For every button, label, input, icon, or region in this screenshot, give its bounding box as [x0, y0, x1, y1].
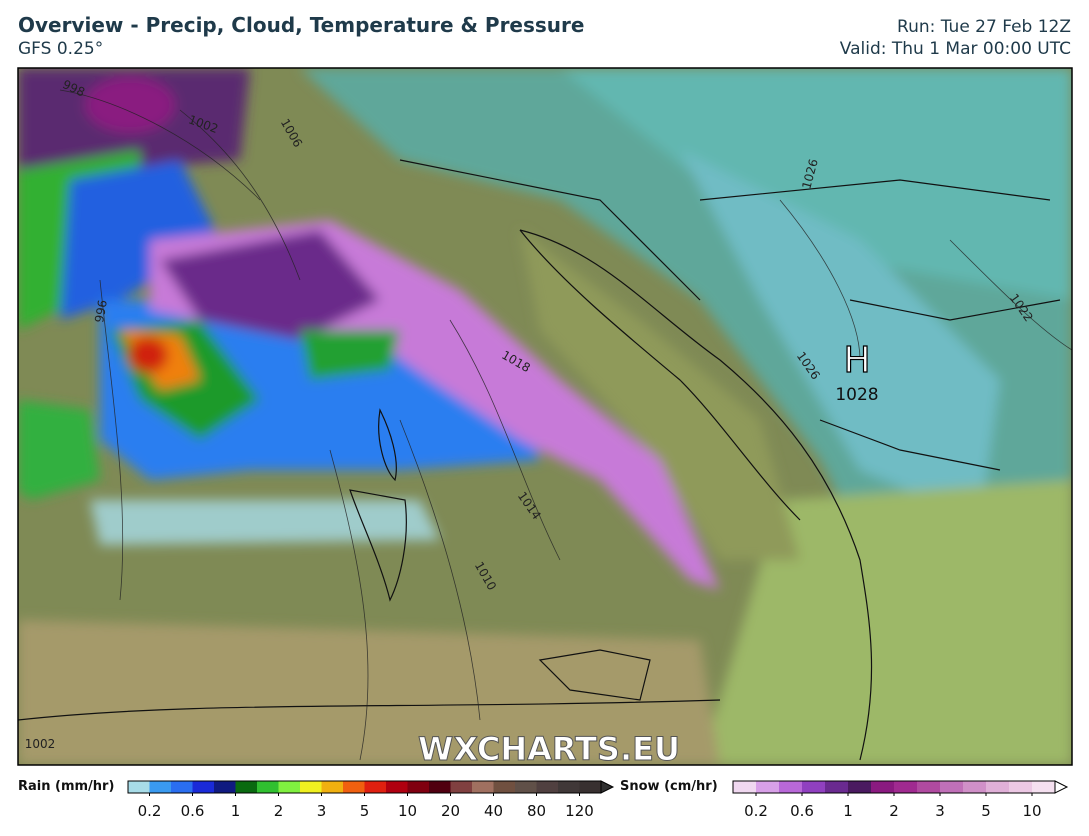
colorbar-segment [192, 781, 215, 793]
colorbar-segment [214, 781, 236, 793]
colorbar-tick-label: 2 [889, 802, 899, 820]
colorbar-segment [149, 781, 172, 793]
colorbar-tick-label: 0.2 [744, 802, 768, 820]
colorbar-segment [515, 781, 537, 793]
run: Run: Tue 27 Feb 12Z [897, 17, 1071, 37]
colorbar-segment [300, 781, 322, 793]
colorbar-segment [579, 781, 602, 793]
colorbar-tick-label: 1 [843, 802, 853, 820]
colorbar-tick-label: 2 [274, 802, 284, 820]
colorbar-segment [429, 781, 451, 793]
rain-legend-title: Rain (mm/hr) [18, 779, 114, 794]
map-frame [17, 67, 1073, 766]
watermark: WXCHARTS.EU [418, 730, 680, 768]
colorbar-segment [386, 781, 408, 793]
colorbar-segment [1032, 781, 1056, 793]
colorbar-segment [235, 781, 258, 793]
colorbar-tick-label: 40 [484, 802, 503, 820]
colorbar-segment [779, 781, 803, 793]
colorbar-segment [871, 781, 895, 793]
colorbar-segment [558, 781, 580, 793]
colorbar-tick-label: 10 [1022, 802, 1041, 820]
colorbar-segment [802, 781, 826, 793]
colorbar-segment [343, 781, 365, 793]
colorbar-segment [472, 781, 494, 793]
colorbar-tick-label: 80 [527, 802, 546, 820]
valid: Valid: Thu 1 Mar 00:00 UTC [840, 39, 1071, 59]
high-marker: H [843, 340, 870, 381]
title: Overview - Precip, Cloud, Temperature & … [18, 13, 584, 37]
colorbar-tick-label: 5 [360, 802, 370, 820]
model: GFS 0.25° [18, 39, 103, 59]
colorbar-segment [450, 781, 473, 793]
colorbar-tick-label: 1 [231, 802, 241, 820]
colorbar-segment [257, 781, 279, 793]
colorbar-segment [940, 781, 964, 793]
colorbar-segment [364, 781, 387, 793]
colorbar-segment [917, 781, 941, 793]
high-value: 1028 [835, 385, 878, 405]
colorbar-segment [407, 781, 430, 793]
colorbar-segment [986, 781, 1010, 793]
isobar-label: 1002 [25, 737, 56, 751]
colorbar-tick-label: 5 [981, 802, 991, 820]
colorbar-tick-label: 0.2 [138, 802, 162, 820]
colorbar-tick-label: 3 [935, 802, 945, 820]
colorbar-segment [321, 781, 344, 793]
colorbar-tick-label: 20 [441, 802, 460, 820]
colorbar-tick-label: 0.6 [790, 802, 814, 820]
colorbar-tick-label: 10 [398, 802, 417, 820]
colorbar-segment [963, 781, 987, 793]
colorbar-segment [171, 781, 193, 793]
colorbar-arrow [1054, 780, 1069, 794]
rain-colorbar: 0.2 0.6 1 2 3 5 10 20 40 80 120 [127, 780, 615, 820]
colorbar-tick-label: 0.6 [181, 802, 205, 820]
colorbar-segment [825, 781, 849, 793]
colorbar-tick-label: 3 [317, 802, 327, 820]
colorbar-segment [848, 781, 872, 793]
isobar-label: 996 [92, 299, 110, 324]
colorbar-segment [1009, 781, 1033, 793]
colorbar-segment [536, 781, 559, 793]
colorbar-segment [493, 781, 516, 793]
colorbar-segment [128, 781, 150, 793]
colorbar-arrow [600, 780, 615, 794]
colorbar-segment [894, 781, 918, 793]
snow-legend-title: Snow (cm/hr) [620, 779, 718, 794]
colorbar-segment [733, 781, 757, 793]
colorbar-tick-label: 120 [565, 802, 594, 820]
colorbar-segment [756, 781, 780, 793]
snow-colorbar: 0.2 0.6 1 2 3 5 10 [732, 780, 1069, 820]
colorbar-segment [278, 781, 301, 793]
